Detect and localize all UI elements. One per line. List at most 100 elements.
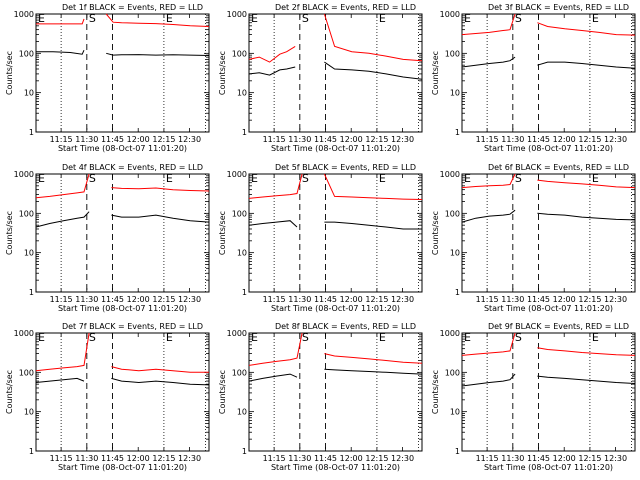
end-marker-left: E (464, 331, 471, 344)
x-tick-label: 12:30 (391, 295, 414, 304)
x-axis-label: Start Time (08-Oct-07 11:01:20) (271, 144, 400, 153)
events-series-line (461, 56, 636, 69)
x-tick-label: 12:15 (152, 295, 175, 304)
y-tick-label: 10 (450, 408, 460, 417)
y-tick-label: 10 (237, 249, 247, 258)
events-series-line (35, 211, 210, 228)
x-tick-label: 12:00 (553, 454, 576, 463)
lld-series-line (248, 13, 423, 63)
lld-series-line (461, 173, 636, 189)
y-tick-label: 1 (29, 447, 34, 456)
x-tick-label: 11:45 (314, 295, 337, 304)
start-marker: S (302, 172, 309, 185)
y-tick-label: 10 (24, 408, 34, 417)
chart-title: Det 9f BLACK = Events, RED = LLD (488, 322, 629, 331)
x-tick-label: 12:30 (178, 135, 201, 144)
plot-frame (35, 13, 210, 133)
end-marker: E (592, 172, 599, 185)
start-marker: S (89, 172, 96, 185)
x-tick-label: 12:15 (365, 135, 388, 144)
x-axis-label: Start Time (08-Oct-07 11:01:20) (58, 463, 187, 472)
events-series-line (248, 220, 422, 230)
x-tick-label: 11:30 (501, 135, 524, 144)
x-tick-label: 11:30 (288, 454, 311, 463)
lld-series-line (36, 13, 210, 27)
x-tick-label: 12:15 (578, 135, 601, 144)
end-marker-left: E (38, 331, 45, 344)
y-tick-label: 100 (19, 49, 34, 58)
chart-panel-2: Det 2f BLACK = Events, RED = LLD 1 10 100 10… (218, 3, 423, 153)
x-tick-label: 11:30 (288, 135, 311, 144)
y-axis-label: Counts/sec (218, 211, 227, 255)
chart-title: Det 8f BLACK = Events, RED = LLD (275, 322, 416, 331)
end-marker-left: E (38, 172, 45, 185)
x-tick-label: 11:45 (101, 454, 124, 463)
plot-frame (461, 173, 636, 293)
events-series-line (36, 49, 210, 56)
y-tick-label: 100 (445, 368, 460, 377)
x-tick-label: 12:15 (365, 454, 388, 463)
x-tick-label: 11:15 (476, 135, 499, 144)
x-tick-label: 12:15 (152, 454, 175, 463)
x-tick-label: 11:45 (101, 135, 124, 144)
x-tick-label: 12:30 (604, 454, 627, 463)
y-tick-label: 100 (232, 209, 247, 218)
x-tick-label: 12:00 (127, 454, 150, 463)
start-marker: S (89, 12, 96, 25)
y-axis-label: Counts/sec (431, 51, 440, 95)
chart-panel-4: Det 4f BLACK = Events, RED = LLD 1 10 100 10… (5, 163, 210, 313)
y-tick-label: 1 (455, 288, 460, 297)
y-tick-label: 10 (24, 249, 34, 258)
x-tick-label: 11:45 (527, 135, 550, 144)
x-tick-label: 11:30 (501, 454, 524, 463)
y-tick-label: 1000 (227, 170, 247, 179)
start-marker: S (515, 331, 522, 344)
y-tick-label: 1 (242, 447, 247, 456)
y-tick-label: 1000 (440, 170, 460, 179)
x-tick-label: 11:15 (263, 454, 286, 463)
x-tick-label: 11:30 (288, 295, 311, 304)
chart-panel-8: Det 8f BLACK = Events, RED = LLD 1 10 100 10… (218, 322, 423, 472)
events-series-line (248, 61, 423, 80)
x-tick-label: 12:00 (127, 135, 150, 144)
x-tick-label: 12:00 (340, 135, 363, 144)
x-axis-label: Start Time (08-Oct-07 11:01:20) (271, 463, 400, 472)
x-tick-label: 12:00 (553, 295, 576, 304)
lld-series-line (461, 332, 636, 356)
x-tick-label: 12:30 (178, 295, 201, 304)
chart-title: Det 4f BLACK = Events, RED = LLD (62, 163, 203, 172)
x-axis-label: Start Time (08-Oct-07 11:01:20) (271, 304, 400, 313)
y-tick-label: 100 (445, 209, 460, 218)
x-tick-label: 11:30 (75, 454, 98, 463)
chart-title: Det 3f BLACK = Events, RED = LLD (488, 3, 629, 12)
chart-panel-5: Det 5f BLACK = Events, RED = LLD 1 10 100 10… (218, 163, 423, 313)
x-tick-label: 12:00 (340, 454, 363, 463)
y-tick-label: 10 (237, 89, 247, 98)
chart-panel-1: Det 1f BLACK = Events, RED = LLD 1 10 100 10… (5, 3, 210, 153)
y-tick-label: 1000 (440, 10, 460, 19)
x-tick-label: 12:00 (340, 295, 363, 304)
y-axis-label: Counts/sec (5, 211, 14, 255)
events-series-line (461, 209, 636, 223)
y-tick-label: 1 (29, 128, 34, 137)
x-tick-label: 12:15 (578, 454, 601, 463)
x-axis-label: Start Time (08-Oct-07 11:01:20) (58, 304, 187, 313)
chart-panel-3: Det 3f BLACK = Events, RED = LLD 1 10 100 10… (431, 3, 636, 153)
y-tick-label: 1 (242, 128, 247, 137)
start-marker: S (302, 331, 309, 344)
plot-frame (35, 173, 210, 293)
chart-panel-7: Det 7f BLACK = Events, RED = LLD 1 10 100 10… (5, 322, 210, 472)
chart-panel-9: Det 9f BLACK = Events, RED = LLD 1 10 100 10… (431, 322, 636, 472)
start-marker: S (515, 12, 522, 25)
y-axis-label: Counts/sec (431, 211, 440, 255)
y-tick-label: 100 (232, 368, 247, 377)
plot-frame (248, 332, 423, 452)
lld-series-line (248, 173, 423, 200)
lld-series-line (461, 13, 636, 36)
y-axis-label: Counts/sec (218, 370, 227, 414)
y-tick-label: 1000 (227, 329, 247, 338)
y-tick-label: 100 (445, 49, 460, 58)
x-tick-label: 12:15 (365, 295, 388, 304)
x-tick-label: 11:15 (263, 135, 286, 144)
